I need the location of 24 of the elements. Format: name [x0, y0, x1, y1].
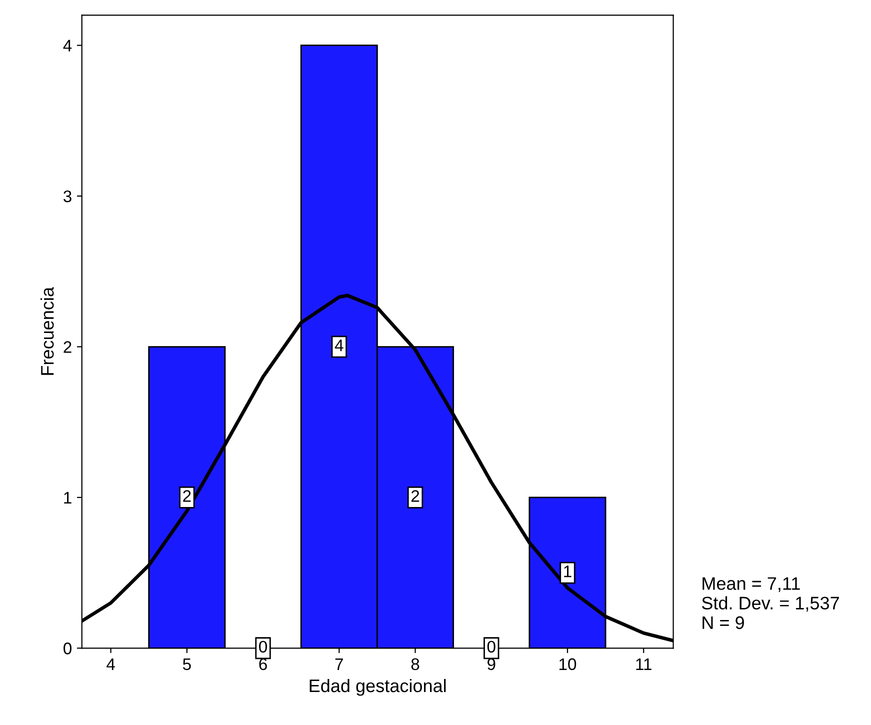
x-tick-label: 4	[106, 658, 115, 670]
text: Std. Dev. = 1,537	[702, 596, 839, 612]
y-axis-title: Frecuencia	[40, 287, 54, 375]
data-label: 4	[334, 340, 344, 352]
x-axis-title: Edad gestacional	[310, 678, 446, 696]
x-tick-label: 7	[335, 658, 343, 670]
x-tick-label: 5	[182, 658, 191, 670]
data-label: 0	[259, 640, 268, 653]
x-tick-label: 8	[411, 658, 420, 670]
x-tick-label: 6	[259, 658, 267, 670]
data-label: 1	[564, 566, 572, 578]
x-tick-label: 10	[559, 658, 576, 670]
x-tick-label: 9	[488, 658, 496, 670]
y-tick-label: 0	[64, 642, 72, 654]
x-tick-label: 11	[636, 658, 652, 670]
data-label: 2	[411, 490, 420, 502]
text: N = 9	[702, 616, 744, 630]
data-label: 2	[183, 490, 191, 502]
y-tick-label: 2	[64, 341, 72, 353]
y-tick-label: 4	[63, 40, 72, 52]
data-label: 0	[487, 640, 496, 653]
y-tick-label: 3	[64, 190, 72, 202]
y-tick-label: 1	[64, 492, 72, 504]
text: Mean = 7,11	[702, 577, 800, 592]
